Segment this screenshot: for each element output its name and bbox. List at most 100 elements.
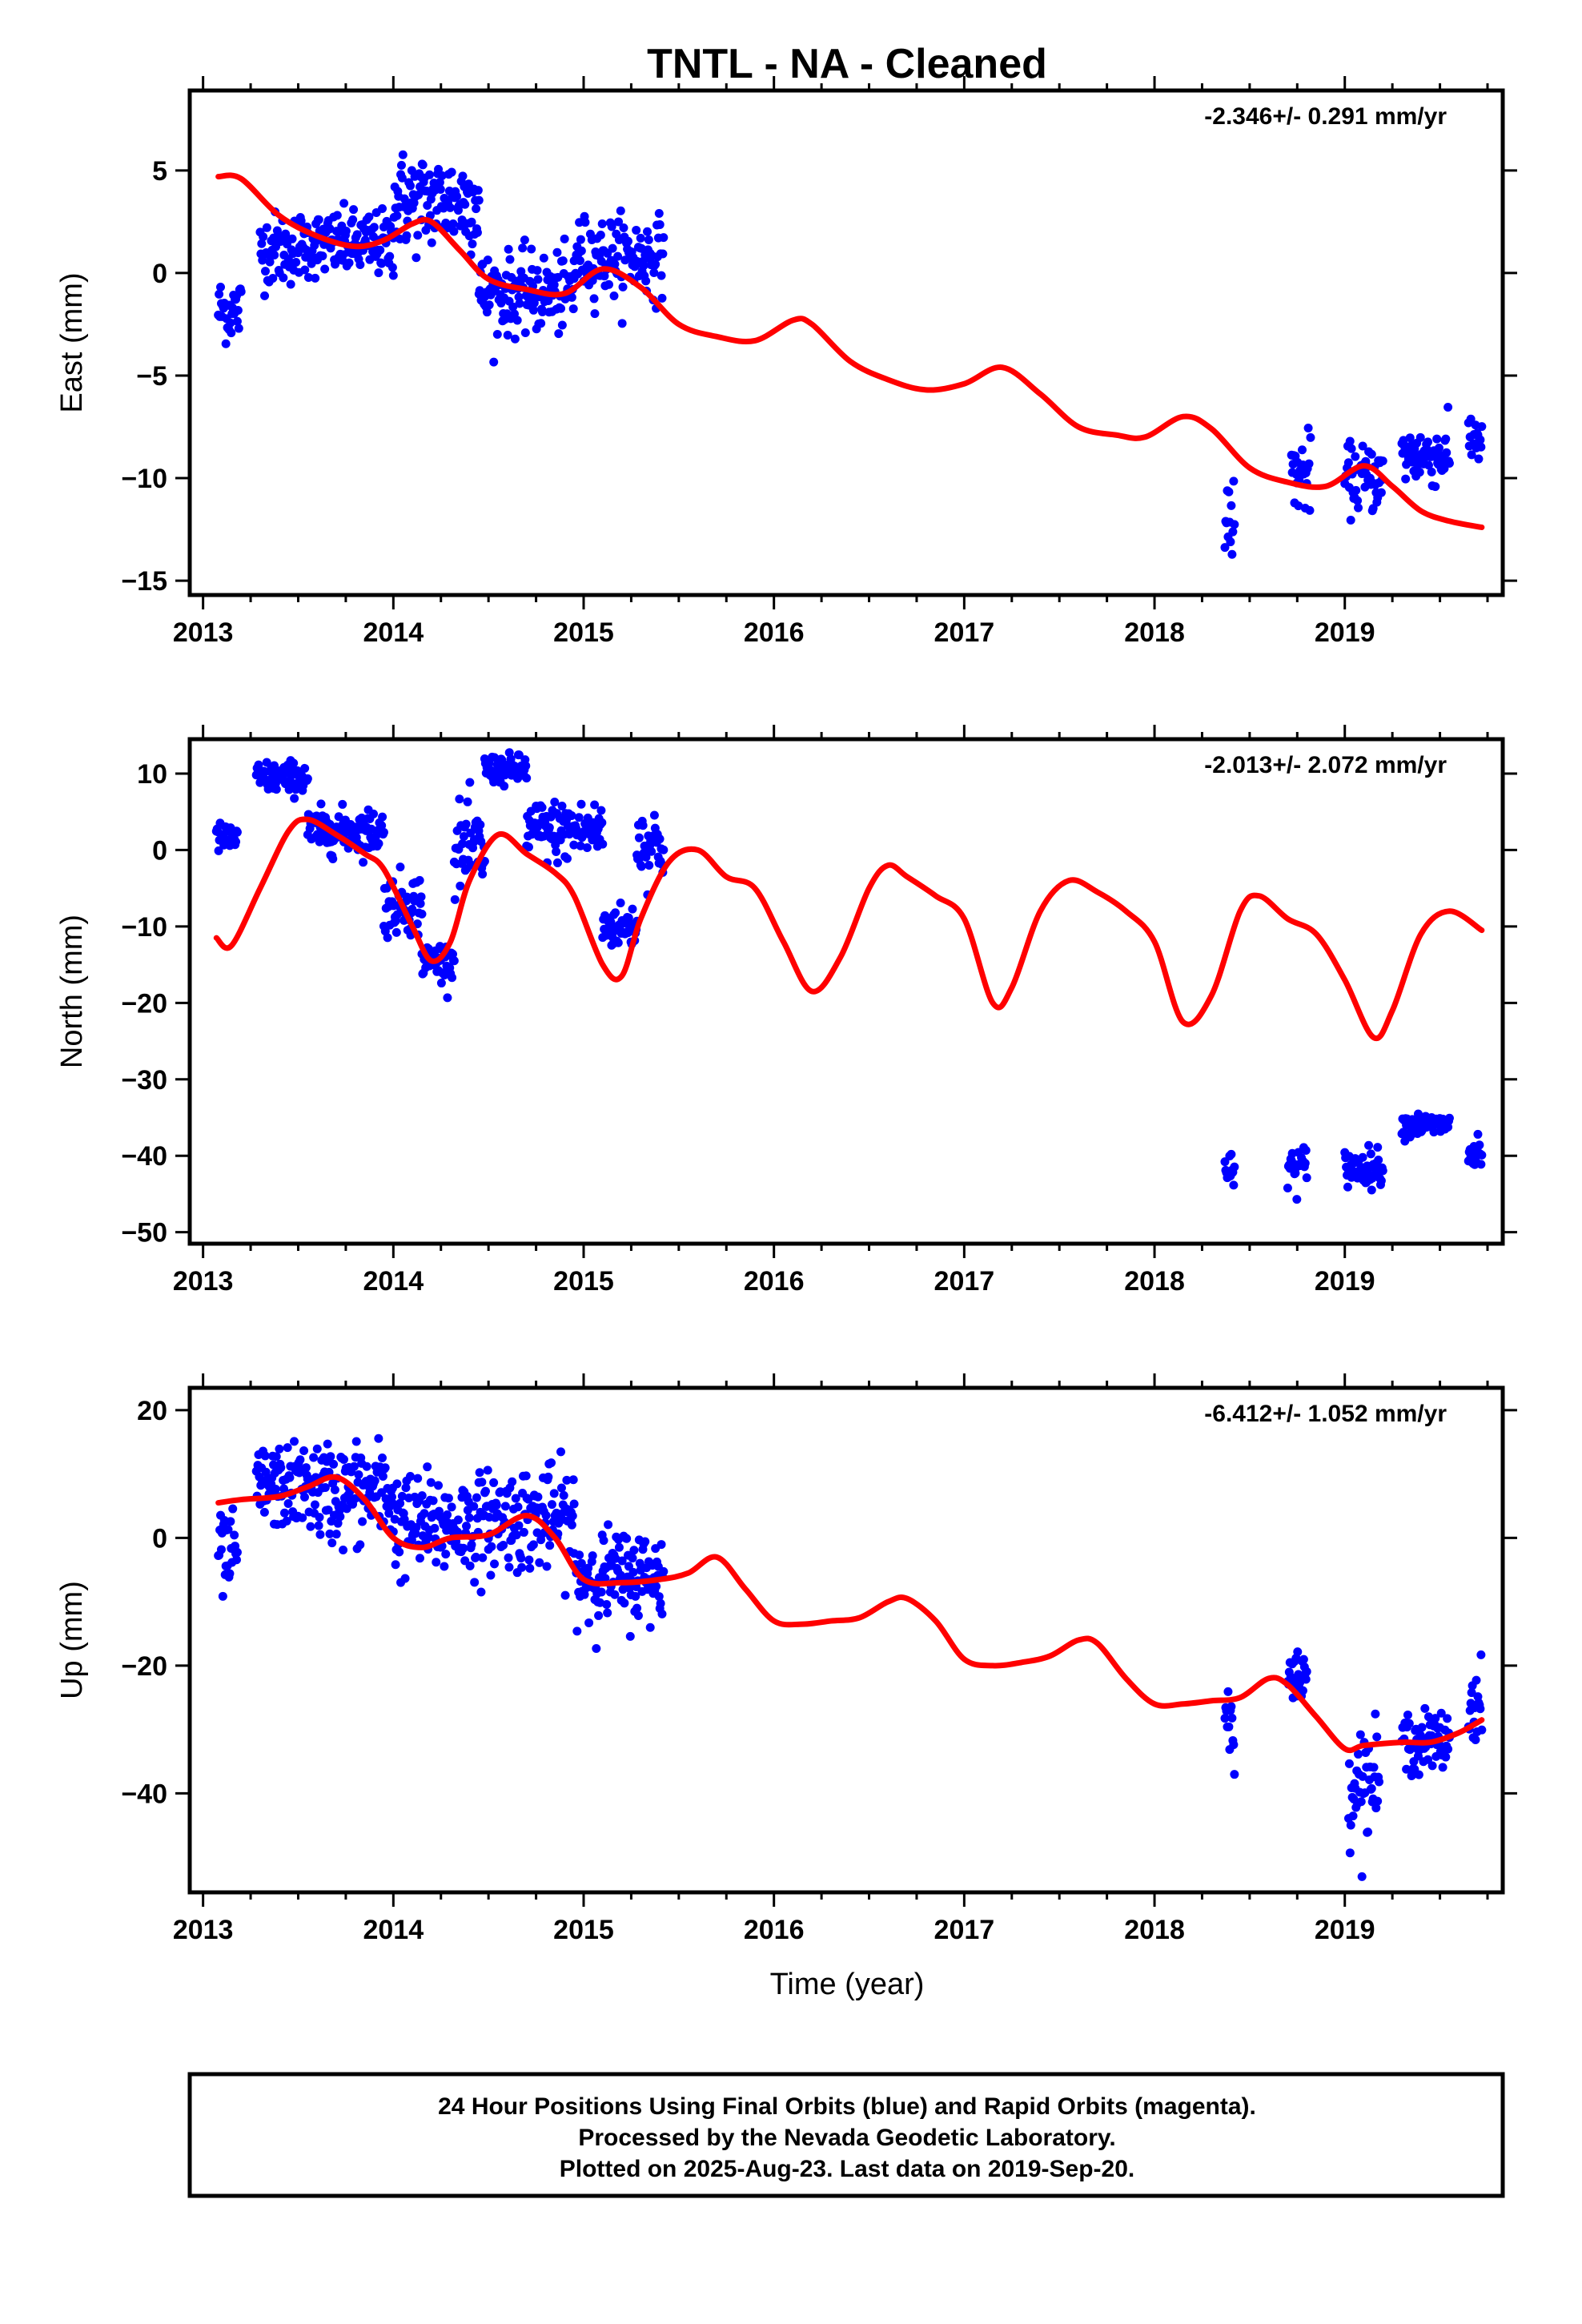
up-data-point	[1375, 1777, 1384, 1787]
east-data-point	[618, 282, 628, 292]
north-data-point	[1367, 1185, 1376, 1195]
up-data-point	[465, 1561, 475, 1570]
up-data-point	[645, 1622, 655, 1632]
east-data-point	[397, 173, 407, 183]
up-data-point	[1427, 1731, 1436, 1740]
east-data-point	[1294, 501, 1303, 511]
north-data-point	[634, 833, 644, 842]
east-data-point	[468, 239, 477, 249]
up-data-point	[1472, 1675, 1481, 1685]
north-data-point	[1473, 1129, 1483, 1139]
up-data-point	[260, 1451, 270, 1461]
east-data-point	[377, 259, 387, 268]
east-data-point	[483, 255, 492, 265]
east-data-point	[639, 261, 648, 271]
east-data-point	[286, 279, 295, 289]
north-data-point	[449, 956, 459, 966]
up-data-point	[483, 1466, 492, 1475]
north-data-point	[598, 839, 608, 849]
east-data-point	[226, 318, 235, 328]
east-data-point	[1227, 501, 1236, 510]
north-data-point	[1373, 1143, 1383, 1152]
north-data-point	[1283, 1183, 1292, 1192]
up-data-point	[492, 1500, 501, 1510]
north-data-point	[415, 875, 424, 885]
north-data-point	[524, 842, 533, 852]
up-data-point	[467, 1540, 476, 1550]
up-data-point	[541, 1510, 551, 1520]
east-data-point	[467, 217, 476, 227]
north-data-point	[1429, 1128, 1439, 1137]
east-data-point	[1427, 467, 1436, 476]
up-data-point	[351, 1437, 361, 1446]
east-x-tick-label: 2015	[553, 617, 614, 648]
east-data-point	[1354, 503, 1363, 513]
north-data-point	[374, 838, 383, 848]
up-data-point	[610, 1590, 620, 1599]
up-data-point	[1431, 1714, 1440, 1723]
north-data-point	[448, 973, 457, 983]
up-data-point	[1441, 1752, 1451, 1762]
east-x-tick-label: 2018	[1124, 617, 1185, 648]
north-data-point	[490, 753, 500, 762]
east-data-point	[614, 217, 624, 227]
up-data-point	[384, 1509, 394, 1518]
up-data-point	[584, 1563, 593, 1573]
north-data-point	[1302, 1173, 1311, 1183]
up-data-point	[330, 1485, 339, 1494]
east-data-point	[1353, 496, 1363, 505]
up-data-point	[499, 1540, 508, 1550]
east-data-point	[1304, 459, 1314, 468]
east-data-point	[268, 273, 278, 283]
east-data-point	[556, 304, 566, 313]
up-data-point	[511, 1494, 520, 1503]
up-data-point	[283, 1443, 292, 1453]
east-panel: 2013 2014 2015 2016 2017 2018 2019 5 0 −5 −10 −15 Ea…	[55, 76, 1517, 648]
north-data-point	[316, 799, 326, 809]
east-data-point	[1467, 450, 1476, 460]
up-data-point	[259, 1507, 269, 1517]
up-data-point	[656, 1540, 666, 1550]
east-data-point	[413, 231, 423, 240]
north-data-point	[649, 810, 659, 820]
up-data-point	[469, 1502, 479, 1511]
north-data-point	[383, 933, 392, 943]
east-data-point	[590, 309, 600, 319]
north-y-tick-label: −50	[121, 1218, 167, 1248]
north-data-point	[522, 774, 532, 783]
east-data-point	[600, 271, 609, 281]
east-data-point	[1431, 482, 1440, 492]
east-data-point	[552, 247, 562, 257]
east-data-point	[437, 171, 447, 180]
east-data-point	[549, 280, 559, 290]
east-data-point	[608, 243, 617, 253]
east-data-point	[1367, 449, 1376, 459]
up-data-point	[611, 1554, 620, 1563]
north-data-point	[647, 846, 656, 856]
up-data-point	[569, 1499, 579, 1509]
up-data-point	[326, 1452, 335, 1462]
up-data-point	[556, 1447, 566, 1457]
north-data-point	[231, 837, 241, 846]
up-data-point	[559, 1490, 568, 1500]
north-data-point	[1301, 1145, 1311, 1155]
east-data-point	[418, 160, 428, 170]
up-data-point	[329, 1459, 339, 1469]
north-data-point	[590, 800, 600, 810]
east-data-point	[576, 235, 585, 244]
up-data-point	[504, 1553, 513, 1562]
north-plot-area	[211, 748, 1487, 1204]
north-data-point	[596, 806, 606, 815]
up-data-point	[395, 1547, 404, 1557]
north-data-point	[1300, 1159, 1310, 1168]
north-data-point	[334, 812, 343, 822]
up-data-point	[339, 1454, 348, 1464]
up-data-point	[516, 1554, 526, 1563]
up-data-point	[525, 1563, 535, 1573]
east-data-point	[610, 259, 620, 269]
east-data-point	[624, 236, 633, 246]
up-data-point	[600, 1574, 610, 1583]
east-data-point	[332, 211, 342, 220]
up-data-point	[453, 1515, 463, 1525]
up-x-tick-label: 2017	[934, 1915, 995, 1945]
